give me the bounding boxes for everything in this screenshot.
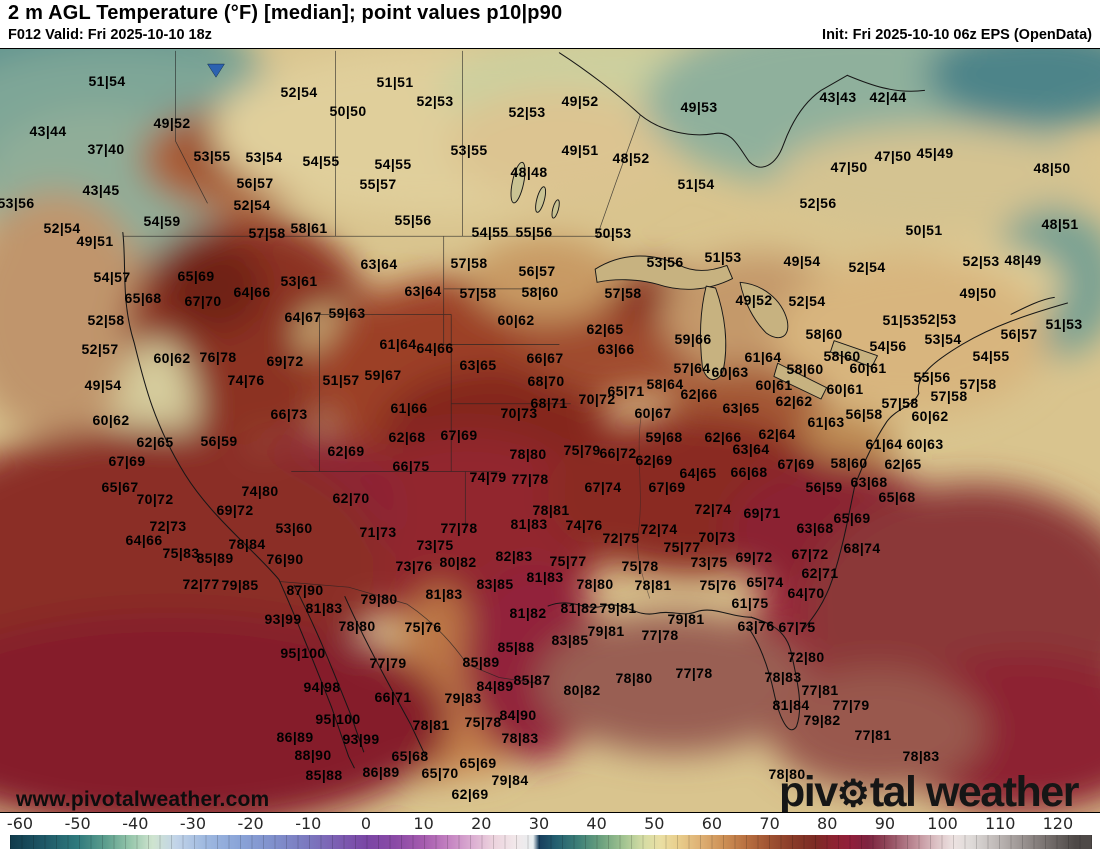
political-borders bbox=[122, 50, 651, 684]
colorbar-tick-label: 0 bbox=[360, 814, 372, 833]
colorbar-tick-label: 80 bbox=[817, 814, 838, 833]
watermark-logo: piv⚙tal weather bbox=[779, 768, 1080, 816]
gear-icon: ⚙ bbox=[836, 773, 870, 814]
logo-text-left: piv bbox=[779, 768, 838, 816]
colorbar-tick-label: -50 bbox=[64, 814, 91, 833]
map-area bbox=[0, 48, 1100, 812]
colorbar-tick-label: -40 bbox=[122, 814, 149, 833]
colorbar-tick-label: 50 bbox=[644, 814, 665, 833]
temperature-shading bbox=[0, 49, 1100, 812]
init-time-label: Init: Fri 2025-10-10 06z EPS (OpenData) bbox=[822, 27, 1092, 43]
colorbar-tick-label: 20 bbox=[471, 814, 492, 833]
temperature-field-map bbox=[0, 49, 1100, 812]
watermark-url: www.pivotalweather.com bbox=[16, 788, 270, 811]
colorbar-tick-label: 10 bbox=[413, 814, 434, 833]
colorbar-tick-label: 70 bbox=[759, 814, 780, 833]
colorbar-tick-label: -20 bbox=[237, 814, 264, 833]
colorbar-tick-label: 30 bbox=[528, 814, 550, 833]
colorbar-tick-label: -10 bbox=[295, 814, 322, 833]
colorbar-tick-label: 100 bbox=[927, 814, 958, 833]
page-title: 2 m AGL Temperature (°F) [median]; point… bbox=[8, 2, 563, 24]
logo-text-right: tal weather bbox=[869, 768, 1080, 816]
colorbar-tick-label: 90 bbox=[874, 814, 896, 833]
colorbar-tick-label: 40 bbox=[586, 814, 607, 833]
coastlines bbox=[122, 52, 1069, 769]
map-header: 2 m AGL Temperature (°F) [median]; point… bbox=[0, 0, 1100, 48]
colorbar-tick-label: -30 bbox=[179, 814, 207, 833]
valid-time-label: F012 Valid: Fri 2025-10-10 18z bbox=[8, 27, 212, 43]
canadian-lakes bbox=[510, 161, 560, 219]
colorbar-gradient bbox=[10, 835, 1092, 849]
colorbar-tick-label: 120 bbox=[1042, 814, 1074, 833]
colorbar-tick-label: 110 bbox=[984, 814, 1016, 833]
lake-marker-icon bbox=[207, 63, 225, 78]
colorbar-tick-label: -60 bbox=[6, 814, 34, 833]
colorbar: -60 -50 -40 -30 -20 -10 0 10 20 30 40 50 60 70 80 90 100… bbox=[0, 812, 1100, 850]
colorbar-tick-label: 60 bbox=[701, 814, 723, 833]
great-lakes bbox=[594, 255, 878, 400]
